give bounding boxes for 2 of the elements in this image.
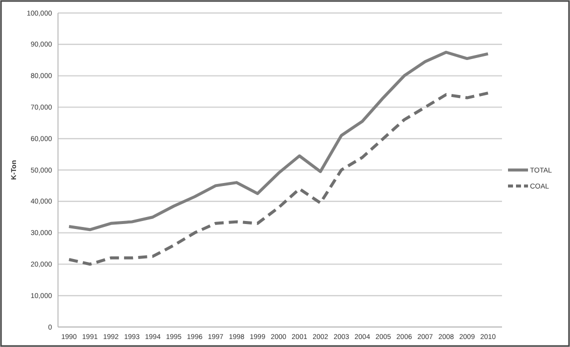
line-series: [68, 92, 490, 266]
line-series: [68, 50, 490, 232]
